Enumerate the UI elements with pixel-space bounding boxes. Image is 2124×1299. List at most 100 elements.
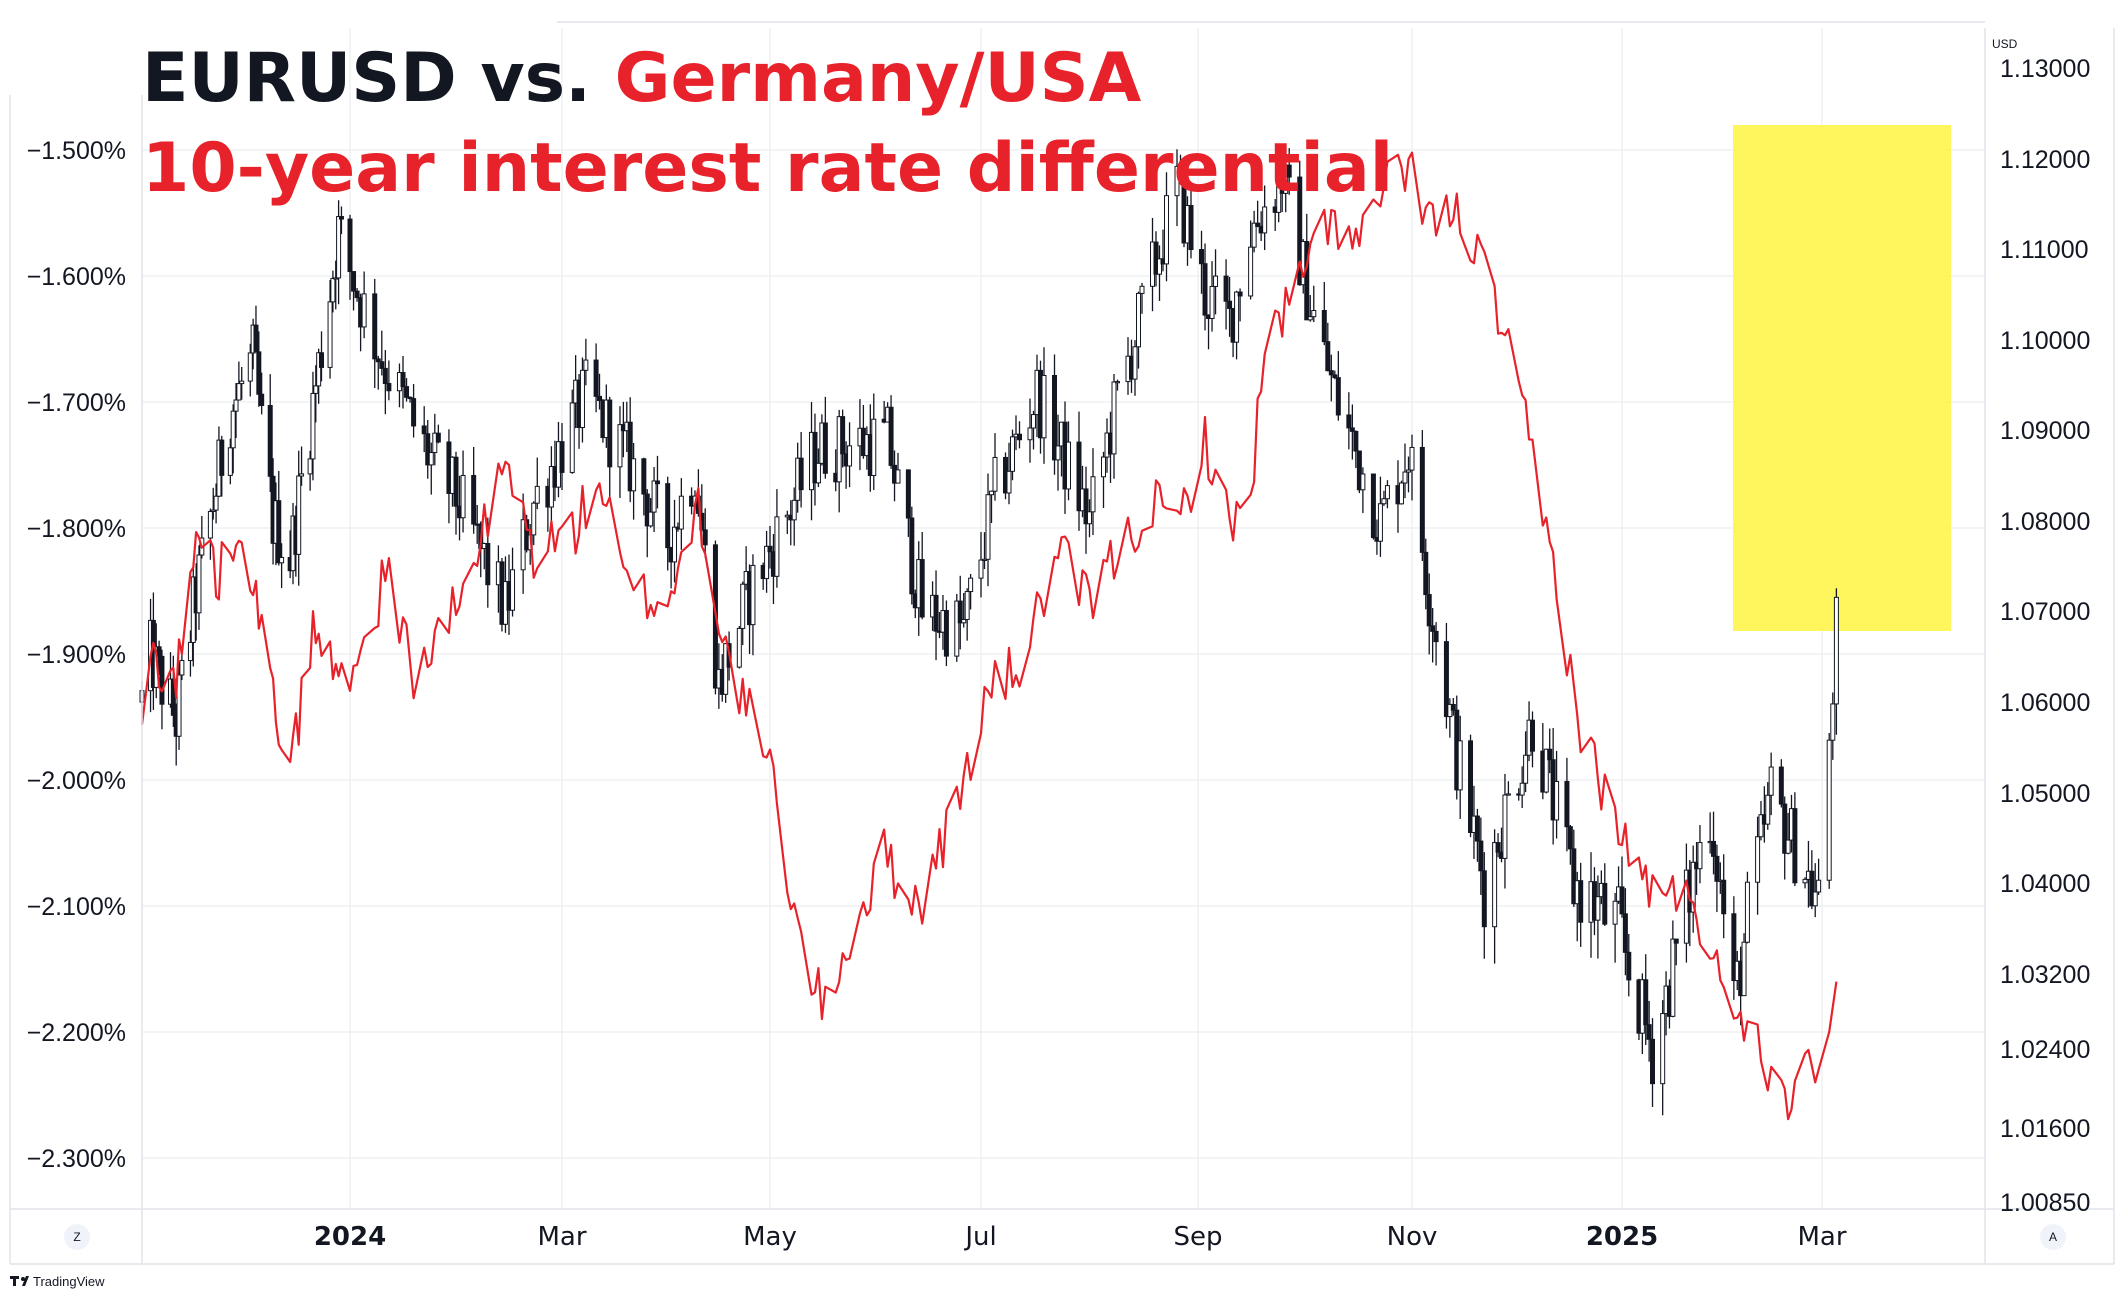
candle — [1468, 734, 1474, 838]
candle — [316, 348, 322, 404]
auto-scale-button-label: A — [2049, 1230, 2057, 1244]
left-tick-label: −1.600% — [27, 263, 126, 291]
candle — [1153, 231, 1159, 287]
candle — [432, 413, 438, 466]
candle — [569, 389, 575, 474]
candle — [1139, 282, 1145, 314]
candle — [812, 413, 818, 506]
candle — [1758, 800, 1764, 841]
candle — [307, 450, 313, 491]
candle — [1571, 829, 1577, 907]
right-axis-unit: USD — [1992, 37, 2018, 51]
candle — [1223, 259, 1229, 330]
left-tick-label: −2.200% — [27, 1019, 126, 1047]
candle — [1346, 392, 1352, 450]
candle — [531, 501, 537, 546]
candle — [1381, 490, 1387, 506]
right-axis[interactable]: 1.13000 1.12000 1.11000 1.10000 1.09000 1.080… — [2000, 55, 2090, 1217]
time-axis[interactable]: 2024 Mar May Jul Sep Nov 2025 Mar — [314, 1222, 1847, 1252]
candle — [1697, 825, 1703, 884]
candle — [957, 575, 963, 650]
left-tick-label: −2.000% — [27, 767, 126, 795]
candle — [425, 420, 431, 479]
rate-differential-line — [140, 151, 1838, 1121]
candle — [247, 343, 253, 397]
plot-frame — [9, 21, 2115, 1265]
candle — [672, 499, 678, 583]
candle — [597, 373, 603, 410]
candle — [1237, 288, 1243, 322]
candle — [1768, 752, 1774, 816]
tradingview-logo[interactable]: TradingView — [10, 1274, 105, 1289]
auto-scale-button[interactable]: A — [2040, 1224, 2066, 1250]
right-tick-label: 1.13000 — [2000, 55, 2090, 83]
time-tick-label: Mar — [1797, 1222, 1846, 1252]
unit-badge — [1986, 32, 2028, 52]
candle — [1792, 792, 1798, 887]
candle — [1830, 692, 1836, 760]
candle — [1670, 920, 1676, 1018]
candle — [644, 489, 650, 558]
candle — [1523, 731, 1529, 793]
candle — [351, 271, 357, 311]
candle — [1157, 245, 1162, 301]
candle — [943, 600, 949, 667]
candle — [176, 661, 182, 750]
candle — [1031, 410, 1036, 450]
candle — [156, 640, 162, 675]
candle — [1248, 220, 1254, 300]
candle — [1564, 757, 1570, 852]
candle — [1578, 862, 1584, 947]
candle — [1311, 285, 1317, 323]
right-tick-label: 1.10000 — [2000, 327, 2090, 355]
candle — [1619, 856, 1625, 918]
left-scale-button[interactable]: Z — [64, 1224, 90, 1250]
candle — [1174, 149, 1180, 227]
candle — [888, 395, 894, 469]
candle — [354, 288, 360, 302]
candle — [702, 508, 708, 558]
time-tick-label: 2025 — [1586, 1222, 1658, 1252]
candle — [1802, 877, 1808, 889]
candle — [327, 280, 333, 379]
candle — [1090, 448, 1096, 536]
candle — [233, 383, 239, 438]
left-tick-label: −2.300% — [27, 1145, 126, 1173]
candle — [1010, 429, 1015, 481]
candle — [1006, 442, 1012, 505]
candle — [310, 371, 316, 481]
candle — [1809, 850, 1815, 910]
candle — [1426, 573, 1432, 655]
candle — [1286, 148, 1292, 195]
candle — [648, 497, 654, 528]
candle — [1234, 290, 1240, 360]
right-tick-label: 1.09000 — [2000, 417, 2090, 445]
right-tick-label: 1.03200 — [2000, 961, 2090, 989]
candle — [1812, 863, 1818, 918]
candle — [1335, 351, 1341, 421]
candle — [1430, 607, 1436, 663]
candle — [435, 424, 441, 444]
time-tick-label: Sep — [1173, 1222, 1222, 1252]
left-axis: −1.500% −1.600% −1.700% −1.800% −1.900% −2.00… — [27, 137, 126, 1173]
candle — [1443, 622, 1449, 729]
candle — [767, 525, 773, 569]
candle — [1826, 733, 1832, 889]
candle — [259, 372, 265, 415]
candle — [219, 435, 225, 497]
candle — [1481, 852, 1487, 959]
candle — [1731, 896, 1737, 1000]
candle — [1356, 450, 1362, 494]
highlight-box — [1733, 125, 1951, 631]
candle — [207, 508, 213, 560]
left-tick-label: −1.500% — [27, 137, 126, 165]
candle — [1017, 421, 1022, 449]
candle — [909, 506, 915, 605]
candle — [1646, 1000, 1652, 1062]
candle — [313, 365, 319, 423]
candle — [361, 271, 367, 339]
candle — [1622, 888, 1628, 976]
candle — [267, 374, 273, 492]
candle — [964, 588, 970, 641]
candle — [213, 483, 219, 524]
